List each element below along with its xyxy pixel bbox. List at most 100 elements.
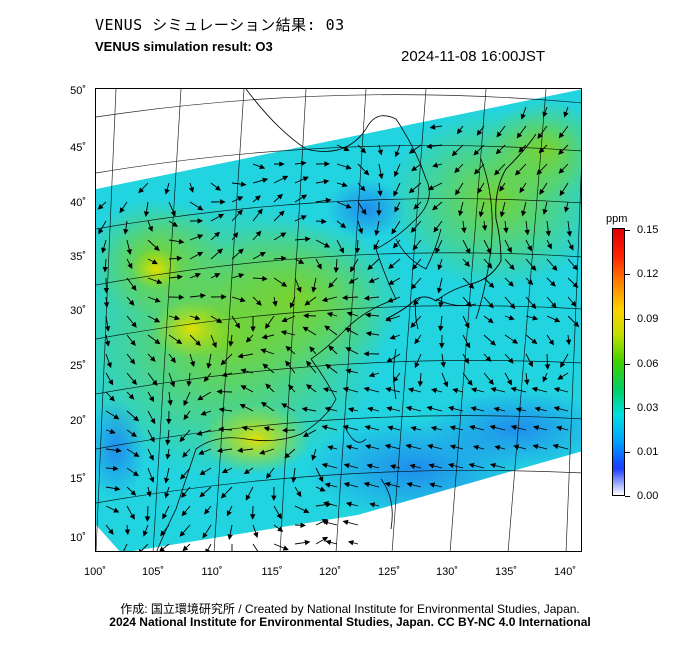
wind-arrow-head (347, 540, 354, 546)
wind-arrow-head (321, 462, 328, 469)
wind-arrow-head (405, 443, 412, 450)
wind-arrow-head (164, 492, 170, 499)
wind-arrow-head (123, 228, 129, 235)
wind-arrow-head (291, 477, 297, 483)
wind-arrow-head (345, 368, 352, 374)
wind-arrow-head (162, 513, 168, 520)
wind-arrow-head (149, 436, 155, 443)
wind-arrow-head (278, 210, 285, 217)
wind-arrow-head (488, 302, 494, 309)
wind-arrow-head (410, 283, 417, 290)
wind-arrow-head (572, 264, 578, 271)
wind-arrow-shaft (140, 543, 149, 551)
wind-arrow-head (494, 169, 500, 176)
wind-arrow-head (342, 294, 348, 301)
wind-arrow-head (343, 482, 350, 488)
wind-arrow-head (367, 406, 374, 412)
wind-arrow-head (221, 294, 227, 300)
wind-arrow-head (166, 418, 172, 425)
wind-arrow-head (240, 385, 247, 391)
wind-arrow-head (545, 230, 551, 237)
wind-arrow-head (142, 530, 148, 537)
wind-arrow-head (272, 300, 278, 307)
wind-arrow-head (531, 338, 538, 345)
colorbar-tick-1: 0.12 (625, 268, 658, 280)
wind-arrow-head (259, 164, 266, 170)
wind-arrow-head (146, 491, 152, 498)
wind-arrow-head (519, 187, 525, 194)
wind-arrow-head (214, 231, 221, 238)
wind-arrow-head (304, 236, 311, 242)
wind-arrow-head (179, 530, 186, 537)
wind-arrow-head (232, 232, 239, 239)
lat-tick-10: 10˚ (70, 532, 86, 544)
wind-arrow-head (490, 339, 496, 346)
wind-arrow-head (488, 379, 494, 386)
wind-arrow-head (271, 495, 277, 502)
wind-arrow-head (463, 357, 470, 365)
wind-arrow-head (389, 334, 396, 340)
wind-arrow-head (542, 208, 548, 215)
wind-arrow-head (364, 425, 371, 431)
wind-arrow-head (532, 315, 539, 321)
colorbar-tick-5: 0.01 (625, 446, 658, 458)
colorbar-tick-2: 0.09 (625, 313, 658, 325)
wind-arrow-head (524, 229, 530, 236)
wind-arrow-head (205, 548, 211, 551)
wind-arrow-head (341, 181, 348, 188)
wind-arrow-head (410, 322, 417, 328)
wind-arrow-head (149, 476, 155, 483)
wind-arrow-head (259, 251, 266, 257)
wind-arrow-head (300, 522, 306, 528)
wind-arrow-head (512, 338, 519, 344)
wind-arrow-head (324, 482, 331, 488)
wind-arrow-head (506, 379, 512, 386)
wind-arrow-head (438, 325, 444, 332)
wind-arrow-head (263, 426, 270, 432)
wind-arrow-head (439, 343, 445, 349)
wind-arrow-head (325, 363, 332, 370)
colorbar-tick-4: 0.03 (625, 402, 658, 414)
wind-arrow-head (183, 414, 189, 421)
wind-arrow-head (234, 322, 241, 329)
wind-arrow-head (436, 287, 443, 294)
wind-arrow-shaft (123, 543, 128, 551)
wind-arrow-head (557, 374, 564, 380)
wind-arrow-head (126, 249, 132, 255)
wind-arrow-head (321, 424, 328, 431)
wind-arrow-head (465, 342, 471, 349)
lon-tick-135: 135˚ (494, 566, 518, 578)
wind-arrow-head (342, 386, 349, 393)
colorbar (612, 228, 625, 496)
wind-arrow-head (384, 481, 391, 488)
wind-arrow-head (319, 486, 326, 492)
wind-arrow-head (572, 282, 579, 288)
wind-arrow-head (499, 211, 506, 218)
lon-tick-115: 115˚ (261, 566, 283, 578)
map-frame[interactable] (95, 88, 582, 552)
wind-arrow-head (426, 405, 433, 412)
wind-arrow-head (345, 203, 352, 209)
wind-arrow-head (227, 534, 233, 541)
wind-arrow-head (495, 148, 502, 155)
wind-arrow-head (228, 341, 234, 347)
wind-arrow-head (276, 513, 282, 520)
wind-arrow-head (197, 251, 204, 257)
wind-arrow-head (183, 399, 189, 407)
wind-arrow-head (262, 363, 269, 370)
wind-arrow-head (127, 262, 133, 270)
wind-arrow-head (148, 454, 154, 461)
wind-arrow-head (280, 330, 287, 336)
wind-arrow-head (316, 263, 322, 270)
wind-arrow-head (360, 147, 367, 154)
wind-arrow-head (350, 266, 356, 273)
wind-arrow-head (465, 248, 471, 255)
wind-arrow-head (510, 424, 517, 431)
title-jp: VENUS シミュレーション結果: 03 (95, 16, 345, 34)
wind-arrow-head (443, 381, 449, 388)
wind-arrow-head (102, 266, 109, 273)
wind-arrow-head (323, 501, 329, 507)
wind-arrow-head (363, 481, 370, 488)
wind-arrow-head (239, 297, 246, 303)
wind-arrow-head (408, 187, 415, 194)
